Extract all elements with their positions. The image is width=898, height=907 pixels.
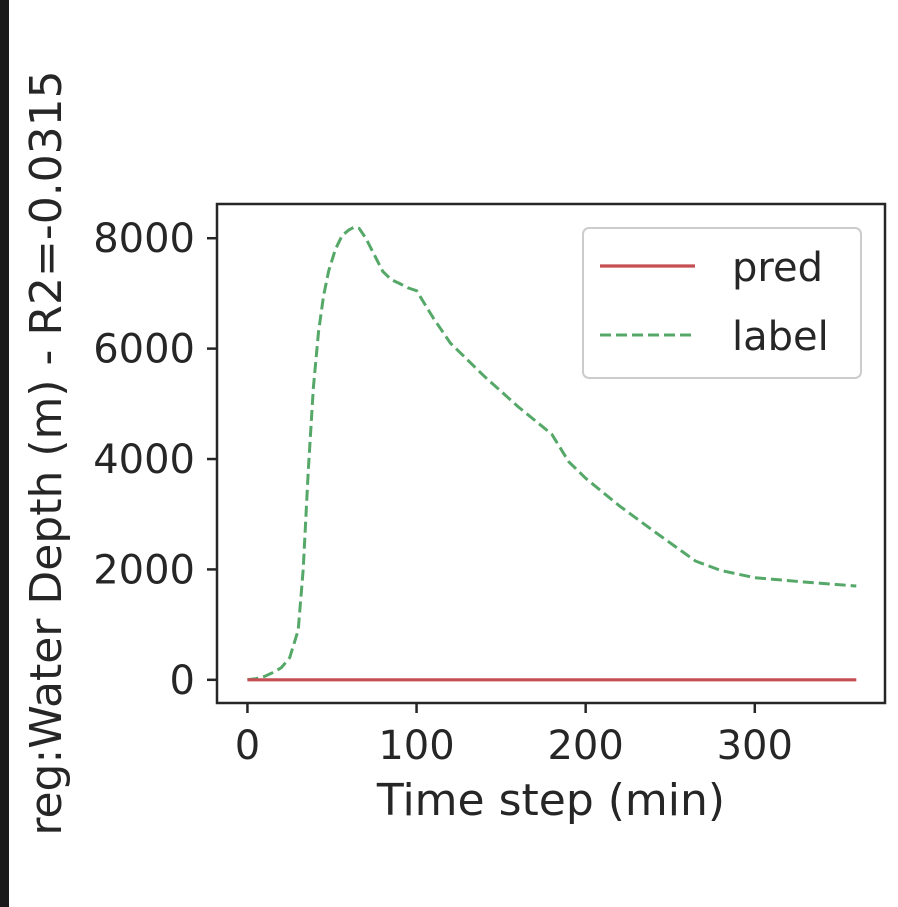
- y-axis: 0 2000 4000 6000 8000: [93, 216, 217, 704]
- x-tick-label: 0: [235, 723, 260, 769]
- y-tick-label: 4000: [93, 437, 195, 483]
- y-tick-label: 2000: [93, 547, 195, 593]
- left-edge-strip: [0, 0, 9, 907]
- y-tick-label: 6000: [93, 327, 195, 373]
- y-tick-label: 0: [170, 658, 195, 704]
- x-axis-title: Time step (min): [376, 775, 725, 826]
- y-tick-label: 8000: [93, 216, 195, 262]
- legend: pred label: [582, 227, 862, 379]
- x-axis: 0 100 200 300: [235, 703, 793, 769]
- x-tick-label: 300: [717, 723, 793, 769]
- legend-label-pred: pred: [732, 245, 823, 291]
- x-tick-label: 100: [378, 723, 454, 769]
- legend-label-label: label: [732, 314, 829, 360]
- series-line-label: [247, 225, 857, 682]
- axes-frame: [215, 202, 887, 705]
- plot-area: [247, 225, 857, 682]
- y-axis-title: reg:Water Depth (m) - R2=-0.0315: [21, 70, 72, 835]
- x-tick-label: 200: [547, 723, 623, 769]
